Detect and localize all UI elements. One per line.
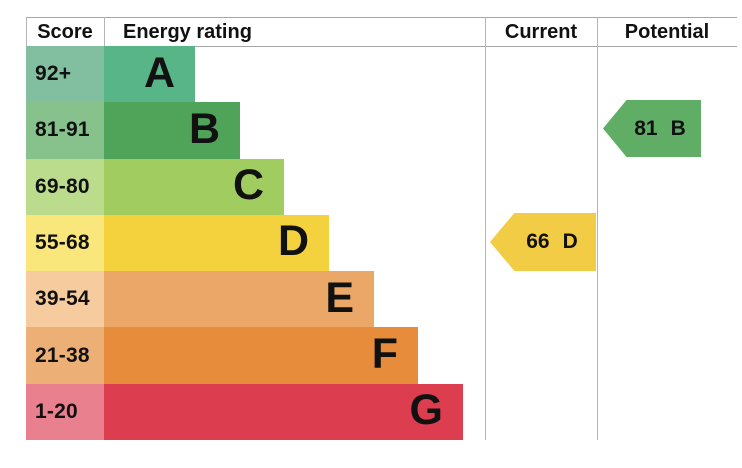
band-bar-d: D xyxy=(104,215,329,271)
band-row-c: 69-80 C xyxy=(26,159,463,215)
band-letter-c: C xyxy=(233,164,264,207)
band-bar-a: A xyxy=(104,46,195,102)
column-header-energy-rating: Energy rating xyxy=(104,17,503,46)
column-header-potential: Potential xyxy=(597,17,737,46)
band-letter-b: B xyxy=(189,108,220,151)
band-letter-d: D xyxy=(278,220,309,263)
current-rating-value: 66 xyxy=(526,230,549,254)
band-letter-g: G xyxy=(410,389,443,432)
epc-rating-chart: Score Energy rating Current Potential 92… xyxy=(0,0,742,468)
band-row-g: 1-20 G xyxy=(26,384,463,440)
band-bar-f: F xyxy=(104,327,418,383)
potential-rating-value: 81 xyxy=(634,117,657,141)
band-row-b: 81-91 B xyxy=(26,102,463,158)
band-rows: 92+ A 81-91 B 69-80 C 55-68 D 39-54 xyxy=(26,46,463,440)
score-range-a: 92+ xyxy=(26,46,104,102)
band-bar-b: B xyxy=(104,102,240,158)
score-range-d: 55-68 xyxy=(26,215,104,271)
band-row-a: 92+ A xyxy=(26,46,463,102)
band-row-f: 21-38 F xyxy=(26,327,463,383)
band-letter-e: E xyxy=(325,277,354,320)
column-header-current: Current xyxy=(485,17,597,46)
current-rating-band: D xyxy=(563,230,578,254)
band-bar-e: E xyxy=(104,271,374,327)
score-range-g: 1-20 xyxy=(26,384,104,440)
band-bar-c: C xyxy=(104,159,284,215)
current-column-divider xyxy=(485,17,486,440)
potential-rating-arrow: 81 B xyxy=(603,100,701,157)
column-header-score: Score xyxy=(26,17,104,46)
score-range-e: 39-54 xyxy=(26,271,104,327)
potential-column-divider xyxy=(597,17,598,440)
current-rating-arrow: 66 D xyxy=(490,213,596,271)
score-range-b: 81-91 xyxy=(26,102,104,158)
score-range-c: 69-80 xyxy=(26,159,104,215)
band-letter-a: A xyxy=(144,52,175,95)
band-bar-g: G xyxy=(104,384,463,440)
score-range-f: 21-38 xyxy=(26,327,104,383)
band-letter-f: F xyxy=(372,333,398,376)
band-row-e: 39-54 E xyxy=(26,271,463,327)
band-row-d: 55-68 D xyxy=(26,215,463,271)
potential-rating-band: B xyxy=(671,117,686,141)
